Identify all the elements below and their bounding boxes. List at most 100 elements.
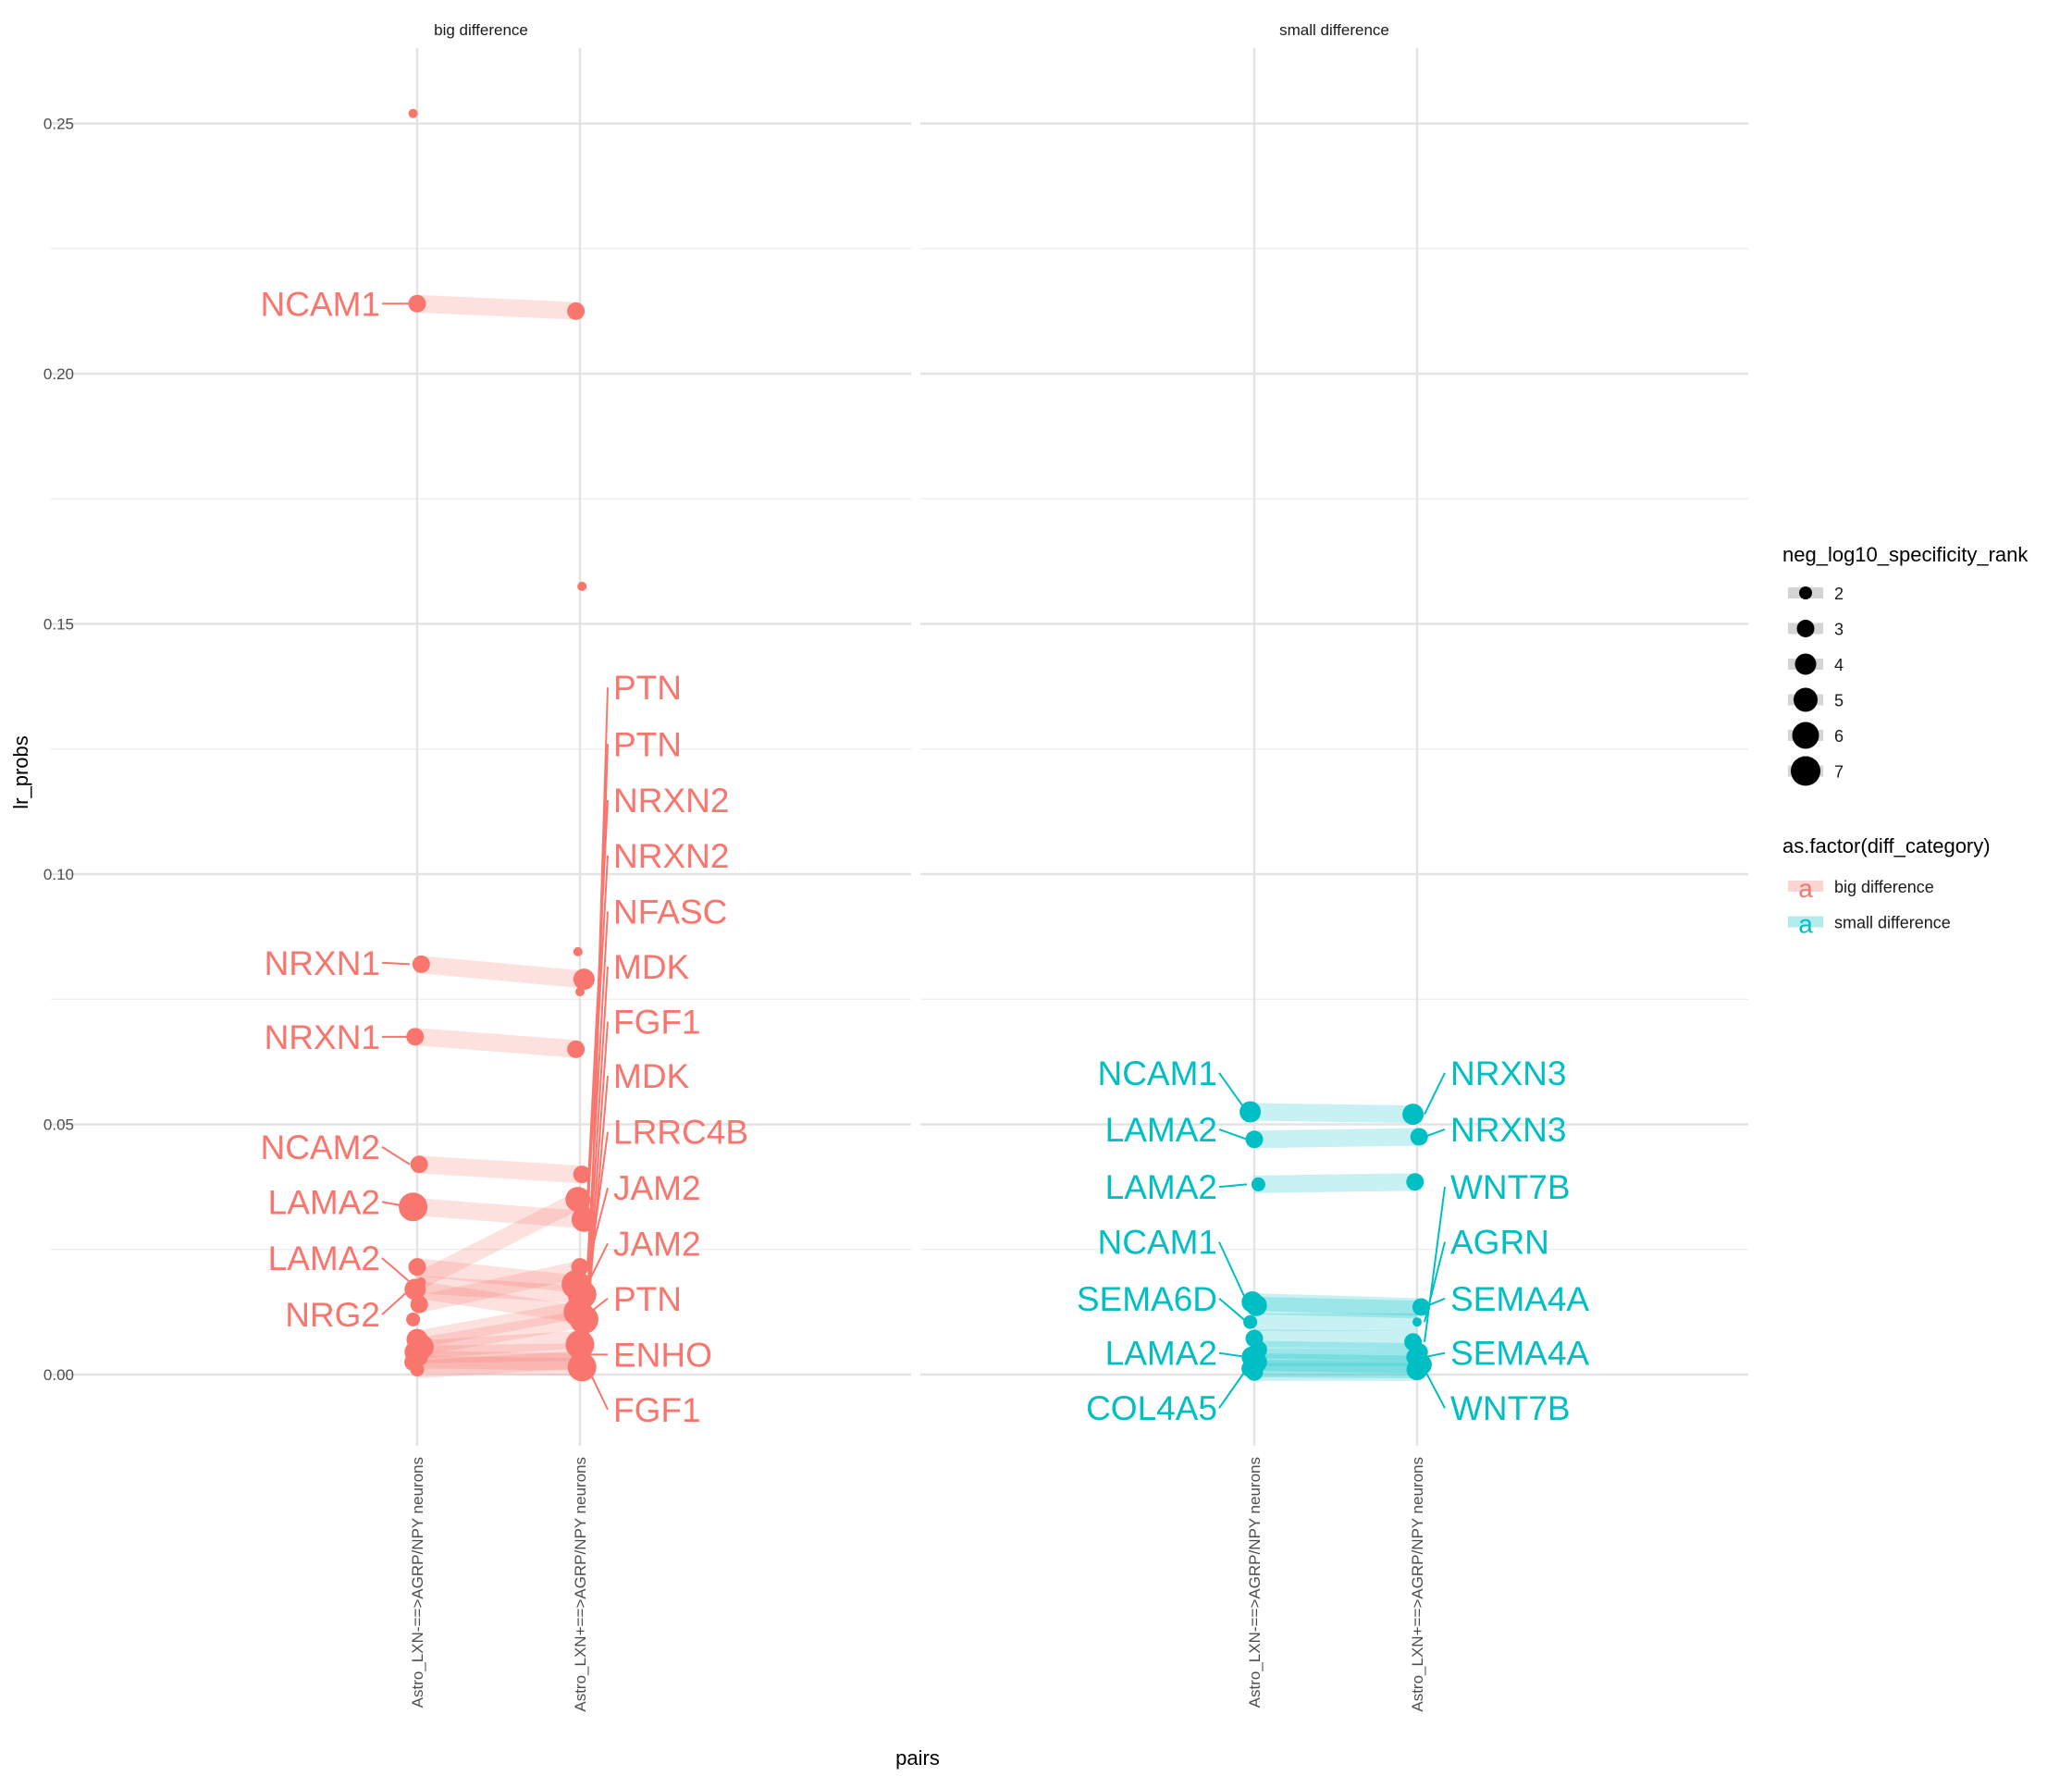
y-tick-label: 0.15	[43, 616, 74, 634]
point-label: NRXN1	[265, 944, 380, 982]
point-label: LAMA2	[1105, 1335, 1217, 1373]
label-leader-line	[1218, 1367, 1248, 1409]
connector-segment	[416, 1350, 581, 1379]
connector-segment	[416, 1355, 581, 1376]
size-legend-key: 5	[1788, 687, 1844, 712]
connector-segment	[1253, 1128, 1418, 1149]
y-tick-label: 0.00	[43, 1366, 74, 1384]
connector-segment	[415, 1301, 582, 1349]
size-legend-key: 6	[1788, 722, 1844, 749]
color-legend-key: a small difference	[1788, 910, 1951, 939]
point-label: MDK	[613, 948, 690, 986]
label-leader-line	[1218, 1183, 1248, 1189]
size-legend-key: 7	[1788, 756, 1844, 786]
size-legend-dot	[1799, 586, 1812, 599]
data-point	[573, 1166, 591, 1184]
point-label: NCAM2	[260, 1128, 380, 1166]
data-point	[577, 581, 587, 591]
connector-segment	[416, 1198, 581, 1228]
connector-segment	[415, 1261, 582, 1314]
point-label: LAMA2	[1105, 1111, 1217, 1149]
data-point	[1245, 1130, 1264, 1149]
connector-segment	[415, 1258, 582, 1294]
point-label: NRG2	[285, 1296, 380, 1334]
color-legend-glyph: a	[1798, 910, 1813, 939]
data-point	[1251, 1177, 1265, 1191]
label-leader-line	[381, 1145, 411, 1166]
data-point	[404, 1278, 426, 1301]
label-leader-line	[586, 911, 609, 1267]
point-label: MDK	[613, 1057, 690, 1095]
legend: neg_log10_specificity_rank 2 3 4 5 6 7 as.fac…	[1782, 543, 2029, 939]
connector-segment	[415, 1311, 582, 1356]
data-point	[575, 987, 585, 997]
size-legend-label: 5	[1834, 692, 1844, 710]
color-legend-label: big difference	[1834, 878, 1934, 896]
point-label: NRXN3	[1450, 1111, 1566, 1149]
connector-segment	[1253, 1329, 1418, 1349]
size-legend-dot	[1796, 620, 1815, 637]
point-label: NFASC	[613, 894, 727, 931]
y-axis-title: lr_probs	[9, 735, 32, 808]
connector-segment	[1253, 1360, 1418, 1379]
point-label: LRRC4B	[613, 1114, 748, 1152]
size-legend-title: neg_log10_specificity_rank	[1782, 543, 2029, 566]
point-label: SEMA6D	[1077, 1280, 1217, 1318]
facet-panel-1: small difference NCAM1 LAMA2 LAMA2 NCAM1 SEMA…	[920, 21, 1748, 1712]
point-label: FGF1	[613, 1391, 701, 1429]
point-label: SEMA4A	[1450, 1335, 1589, 1373]
point-label: PTN	[613, 725, 682, 763]
size-legend-dot	[1791, 756, 1820, 786]
size-legend-key: 4	[1788, 653, 1844, 675]
color-legend-ribbon	[1788, 881, 1823, 892]
data-point	[406, 1312, 421, 1326]
point-label: WNT7B	[1450, 1168, 1571, 1206]
label-leader-line	[1218, 1241, 1248, 1302]
data-point	[1410, 1128, 1428, 1146]
point-label: LAMA2	[268, 1240, 380, 1277]
point-label: NRXN1	[265, 1018, 380, 1056]
size-legend-keys: 2 3 4 5 6 7	[1788, 585, 1844, 786]
label-leader-line	[1424, 1128, 1446, 1138]
point-label: FGF1	[613, 1004, 701, 1042]
color-legend-label: small difference	[1834, 914, 1951, 932]
data-point	[573, 968, 595, 991]
label-leader-line	[1218, 1128, 1248, 1141]
label-leader-line	[381, 961, 411, 966]
facet-strip-title: small difference	[1279, 21, 1389, 39]
size-legend-label: 7	[1834, 763, 1844, 782]
connector-segment	[1253, 1340, 1418, 1362]
point-label: NCAM1	[1097, 1054, 1217, 1092]
chart-panels: big difference NCAM1 NRXN1 NRXN1 NCAM2 LAMA2 L…	[51, 21, 1748, 1712]
size-legend-label: 3	[1834, 621, 1844, 639]
data-point	[410, 1155, 428, 1174]
connector-segment	[416, 1343, 581, 1363]
data-point	[571, 1206, 597, 1232]
color-legend-key: a big difference	[1788, 874, 1934, 903]
size-legend-dot	[1794, 653, 1817, 675]
point-label: PTN	[613, 669, 682, 707]
y-tick-label: 0.25	[43, 116, 74, 133]
data-point	[1245, 1294, 1267, 1316]
label-leader-line	[586, 799, 609, 1200]
size-legend-label: 6	[1834, 727, 1844, 746]
connector-segment	[1253, 1173, 1418, 1193]
label-leader-line	[1424, 1072, 1446, 1116]
y-axis: 0.00 0.05 0.10 0.15 0.20 0.25	[43, 116, 74, 1385]
connector-segment	[416, 1155, 581, 1184]
color-legend-keys: a big difference a small difference	[1788, 874, 1951, 939]
point-label: LAMA2	[1105, 1168, 1217, 1206]
x-tick-label: Astro_LXN-==>AGRP/NPY neurons	[409, 1457, 426, 1708]
data-point	[567, 1352, 597, 1382]
data-point	[406, 1028, 425, 1046]
size-legend-label: 4	[1834, 656, 1844, 674]
connector-segment	[415, 1280, 582, 1324]
data-point	[1402, 1104, 1424, 1126]
data-point	[408, 108, 418, 118]
data-point	[1245, 1363, 1264, 1381]
point-label: WNT7B	[1450, 1389, 1571, 1427]
point-label: SEMA4A	[1450, 1280, 1589, 1318]
connector-segment	[416, 1276, 581, 1303]
point-label: NRXN2	[613, 837, 729, 875]
